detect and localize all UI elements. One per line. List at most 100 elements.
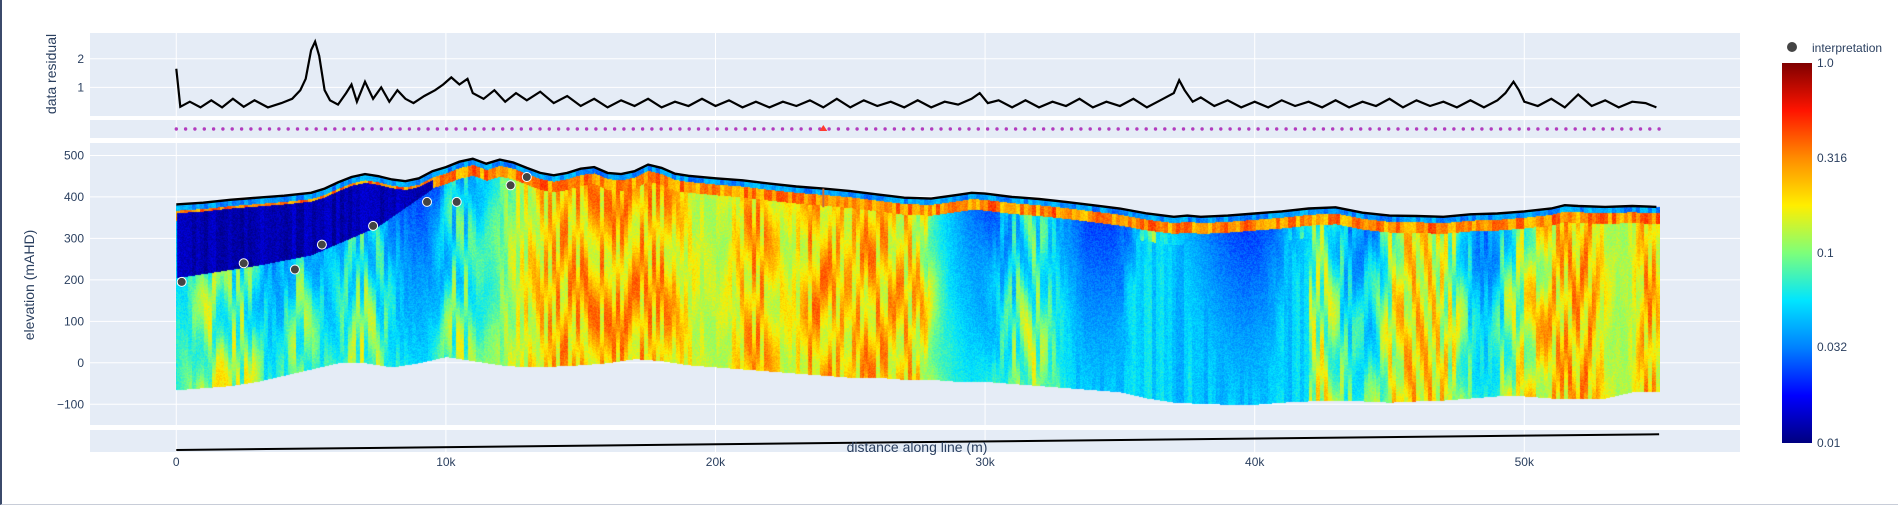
station-point bbox=[874, 127, 878, 131]
x-tick-label: 10k bbox=[436, 455, 456, 469]
station-point bbox=[1554, 127, 1559, 131]
station-point bbox=[650, 127, 654, 131]
station-point bbox=[1172, 127, 1176, 131]
colorbar-tick-label: 0.01 bbox=[1817, 436, 1841, 450]
station-point bbox=[314, 127, 318, 131]
station-point bbox=[1135, 127, 1139, 131]
station-point bbox=[780, 127, 785, 131]
station-point bbox=[1592, 127, 1596, 131]
station-point bbox=[967, 127, 971, 131]
station-point bbox=[1573, 127, 1577, 131]
station-point bbox=[1461, 127, 1466, 131]
station-point bbox=[1237, 127, 1242, 131]
station-point bbox=[799, 127, 803, 131]
station-point bbox=[1368, 127, 1372, 131]
station-point bbox=[1480, 127, 1484, 131]
station-point bbox=[1545, 127, 1549, 131]
station-point bbox=[211, 127, 216, 131]
section-y-tick-label: −100 bbox=[57, 397, 84, 411]
station-point bbox=[1331, 127, 1335, 131]
station-point bbox=[1340, 127, 1344, 131]
station-point bbox=[1181, 127, 1186, 131]
station-point bbox=[538, 127, 542, 131]
residual-y-tick-label: 2 bbox=[77, 52, 84, 66]
residual-line bbox=[175, 38, 1657, 109]
station-point bbox=[911, 127, 915, 131]
station-point bbox=[864, 127, 869, 131]
station-point bbox=[958, 127, 962, 131]
station-point bbox=[808, 127, 813, 131]
station-point bbox=[678, 127, 682, 131]
section-y-tick-label: 500 bbox=[64, 148, 84, 162]
station-point bbox=[221, 127, 225, 131]
section-y-tick-label: 200 bbox=[64, 273, 84, 287]
station-point bbox=[1275, 127, 1279, 131]
station-point bbox=[696, 127, 701, 131]
colorbar-ticks: 1.0 0.316 0.1 0.032 0.01 bbox=[1817, 56, 1847, 450]
station-point bbox=[902, 127, 906, 131]
station-point bbox=[1526, 127, 1531, 131]
station-point bbox=[640, 127, 645, 131]
station-point bbox=[426, 127, 430, 131]
conductivity-heatmap[interactable] bbox=[176, 143, 1660, 425]
station-point bbox=[1060, 127, 1064, 131]
station-point bbox=[1004, 127, 1008, 131]
colorbar[interactable] bbox=[1782, 63, 1812, 443]
station-point bbox=[836, 127, 841, 131]
station-point bbox=[1144, 127, 1148, 131]
station-point bbox=[920, 127, 925, 131]
station-point bbox=[398, 127, 402, 131]
station-point bbox=[239, 127, 244, 131]
station-point bbox=[174, 127, 178, 131]
station-point bbox=[752, 127, 757, 131]
legend[interactable]: interpretation bbox=[1787, 41, 1882, 55]
station-point bbox=[556, 127, 561, 131]
station-point bbox=[930, 127, 934, 131]
x-tick-label: 50k bbox=[1515, 455, 1535, 469]
station-point bbox=[1433, 127, 1438, 131]
station-point bbox=[594, 127, 598, 131]
doi-line bbox=[176, 433, 1660, 451]
station-point bbox=[295, 127, 300, 131]
station-point bbox=[519, 127, 523, 131]
station-point bbox=[445, 127, 449, 131]
station-point bbox=[1536, 127, 1540, 131]
station-point bbox=[1293, 127, 1298, 131]
station-point bbox=[1498, 127, 1503, 131]
station-point bbox=[1620, 127, 1624, 131]
station-point bbox=[1508, 127, 1512, 131]
legend-label-interpretation: interpretation bbox=[1812, 41, 1882, 55]
station-point bbox=[473, 127, 477, 131]
colorbar-tick-label: 1.0 bbox=[1817, 56, 1834, 70]
station-point bbox=[510, 127, 514, 131]
station-point bbox=[1442, 127, 1447, 131]
station-point bbox=[976, 127, 980, 131]
station-point bbox=[1517, 127, 1521, 131]
station-point bbox=[1219, 127, 1223, 131]
station-point bbox=[202, 127, 206, 131]
station-point bbox=[1470, 127, 1475, 131]
selected-station-marker bbox=[819, 125, 828, 131]
station-point bbox=[361, 127, 365, 131]
station-point bbox=[1107, 127, 1111, 131]
interpretation-point bbox=[451, 196, 462, 207]
station-point bbox=[454, 127, 458, 131]
station-point bbox=[1629, 127, 1633, 131]
station-point bbox=[715, 127, 719, 131]
station-point bbox=[1414, 127, 1419, 131]
station-point bbox=[379, 127, 384, 131]
station-point bbox=[417, 127, 421, 131]
station-point bbox=[603, 127, 607, 131]
station-point bbox=[183, 127, 188, 131]
station-point bbox=[1125, 127, 1130, 131]
colorbar-tick-label: 0.1 bbox=[1817, 246, 1834, 260]
station-point bbox=[659, 127, 663, 131]
interpretation-point bbox=[238, 258, 249, 269]
station-point bbox=[435, 127, 440, 131]
station-point bbox=[333, 127, 337, 131]
station-point bbox=[1200, 127, 1204, 131]
station-point bbox=[1247, 127, 1251, 131]
station-point bbox=[566, 127, 570, 131]
station-point bbox=[883, 127, 887, 131]
